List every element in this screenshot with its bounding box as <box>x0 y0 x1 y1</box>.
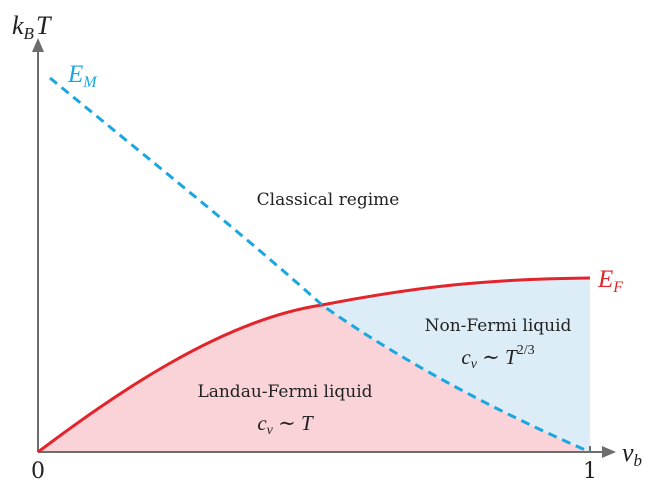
x-tick-label-0: 0 <box>31 459 45 483</box>
x-axis-arrow-icon <box>602 446 616 458</box>
ef-curve <box>37 276 591 454</box>
classical-regime-label: Classical regime <box>257 190 400 210</box>
non-fermi-liquid-label: Non-Fermi liquid <box>425 316 572 336</box>
y-axis-arrow-icon <box>32 38 44 52</box>
landau-fermi-liquid-label: Landau-Fermi liquid <box>197 382 372 402</box>
x-axis-label: νb <box>622 438 642 470</box>
ef-curve-label: EF <box>597 266 623 296</box>
non-fermi-scaling-law: cv ∼ T2/3 <box>461 343 534 372</box>
landau-fermi-region <box>38 305 590 452</box>
x-tick-label-1: 1 <box>583 459 597 483</box>
non-fermi-region <box>322 278 590 452</box>
landau-scaling-law: cv ∼ T <box>257 411 314 438</box>
em-curve-label: EM <box>67 61 98 91</box>
em-curve <box>49 76 591 454</box>
y-axis-label: kBT <box>12 11 52 43</box>
